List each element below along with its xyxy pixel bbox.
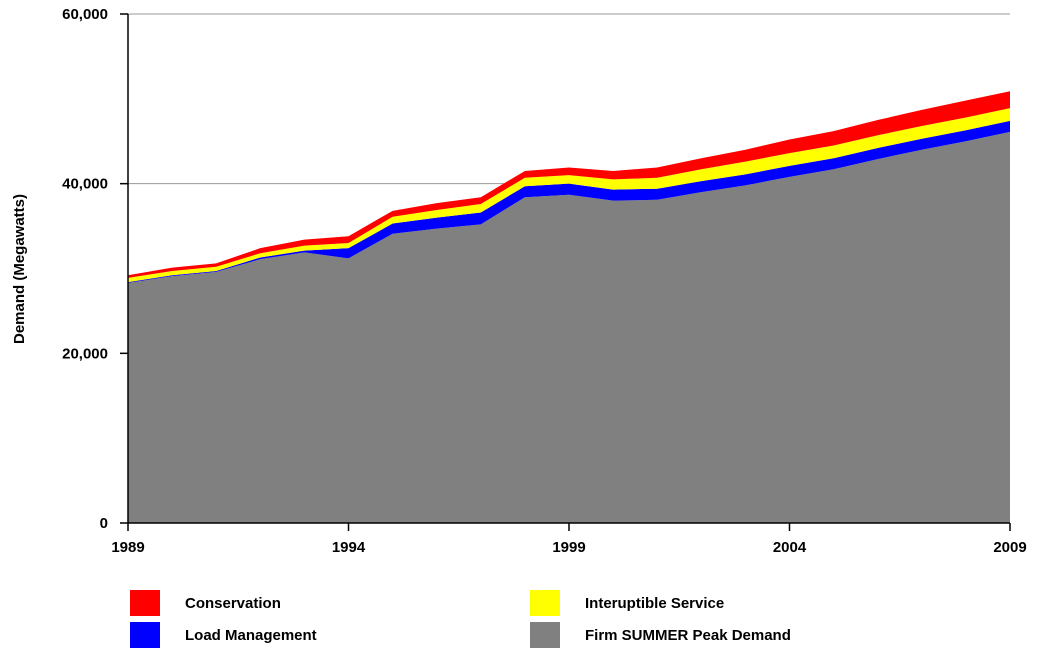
y-tick-label: 40,000 xyxy=(62,176,108,193)
legend-label: Conservation xyxy=(185,595,281,612)
y-axis-title: Demand (Megawatts) xyxy=(11,194,28,344)
legend-label: Load Management xyxy=(185,627,317,644)
legend-label: Firm SUMMER Peak Demand xyxy=(585,627,791,644)
legend-swatch xyxy=(530,622,560,648)
x-tick-label: 1994 xyxy=(332,539,366,556)
legend-swatch xyxy=(130,590,160,616)
y-tick-label: 0 xyxy=(100,515,108,532)
legend-swatch xyxy=(130,622,160,648)
x-tick-label: 2009 xyxy=(993,539,1026,556)
area xyxy=(128,131,1010,523)
legend-swatch xyxy=(530,590,560,616)
x-tick-label: 1989 xyxy=(111,539,144,556)
x-tick-label: 1999 xyxy=(552,539,585,556)
area xyxy=(128,91,1010,278)
y-tick-label: 60,000 xyxy=(62,6,108,23)
x-tick-label: 2004 xyxy=(773,539,807,556)
y-tick-label: 20,000 xyxy=(62,345,108,362)
legend-label: Interuptible Service xyxy=(585,595,724,612)
